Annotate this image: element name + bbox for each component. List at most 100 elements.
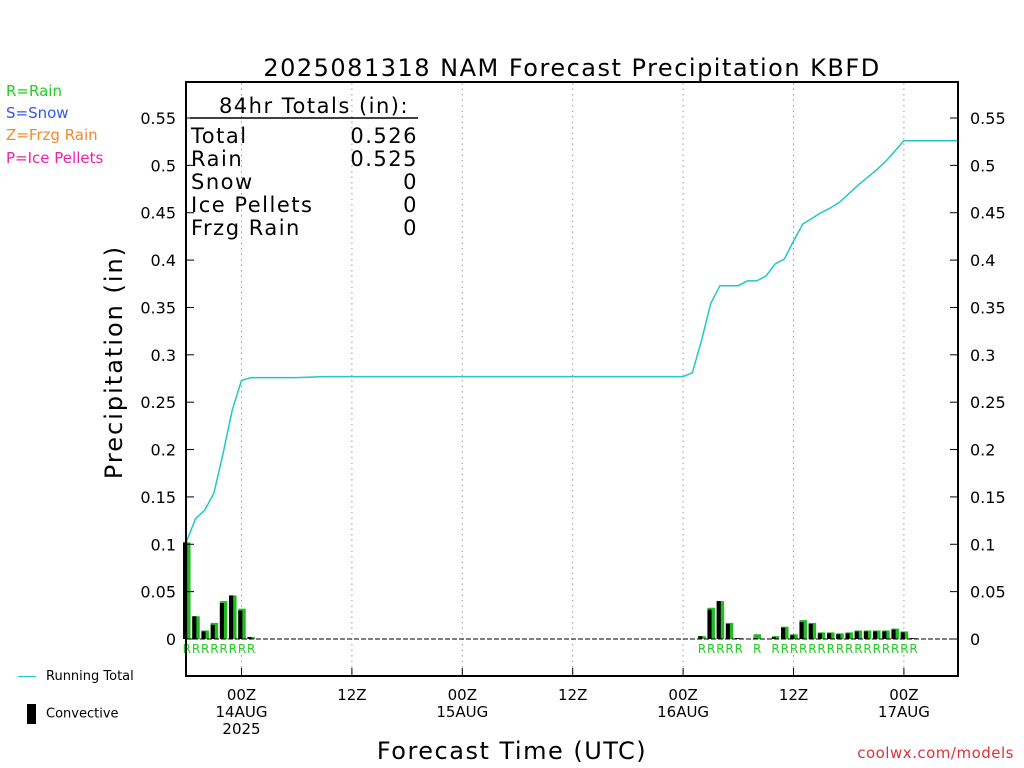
ptype-label: R — [836, 642, 844, 656]
y-tick-label-right: 0.15 — [970, 488, 1006, 507]
running-total-label: Running Total — [46, 669, 134, 684]
ptype-label: R — [238, 642, 246, 656]
convective-bar — [827, 633, 832, 639]
y-tick-label-right: 0.3 — [970, 346, 995, 365]
y-tick-label-left: 0.3 — [151, 346, 176, 365]
ptype-label: R — [219, 642, 227, 656]
ptype-label: R — [229, 642, 237, 656]
y-tick-label-right: 0.2 — [970, 441, 995, 460]
ptype-label: R — [771, 642, 779, 656]
ptype-label: R — [863, 642, 871, 656]
ptype-label: R — [781, 642, 789, 656]
convective-bar — [900, 632, 905, 639]
ptype-label: R — [716, 642, 724, 656]
y-tick-label-left: 0.05 — [140, 583, 176, 602]
ptype-key-rain: R=Rain — [6, 82, 62, 100]
x-tick-label: 2025 — [222, 720, 260, 738]
x-tick-label: 00Z — [448, 686, 477, 704]
y-tick-label-right: 0.4 — [970, 251, 995, 270]
x-tick-label: 00Z — [668, 686, 697, 704]
convective-bar — [238, 610, 243, 639]
totals-value: 0.525 — [350, 147, 418, 171]
ptype-label: R — [698, 642, 706, 656]
y-tick-label-left: 0.45 — [140, 204, 176, 223]
y-tick-label-left: 0.55 — [140, 109, 176, 128]
convective-bar — [771, 637, 776, 639]
convective-bar — [799, 621, 804, 639]
totals-value: 0 — [403, 193, 418, 217]
y-tick-label-right: 0 — [970, 630, 980, 649]
ptype-label: R — [909, 642, 917, 656]
ptype-key-snow: S=Snow — [6, 104, 69, 122]
legend-convective: Convective — [18, 704, 119, 724]
ptype-label: R — [900, 642, 908, 656]
y-tick-label-left: 0.5 — [151, 156, 176, 175]
x-tick-label: 14AUG — [216, 703, 268, 721]
x-tick-label: 00Z — [889, 686, 918, 704]
x-axis-label: Forecast Time (UTC) — [377, 737, 647, 765]
convective-bar — [790, 635, 795, 639]
y-axis-label: Precipitation (in) — [100, 245, 128, 479]
convective-bar — [219, 603, 224, 639]
y-tick-label-left: 0.35 — [140, 298, 176, 317]
ptype-label: R — [201, 642, 209, 656]
convective-bar — [210, 624, 215, 639]
y-tick-label-right: 0.1 — [970, 535, 995, 554]
x-tick-label: 16AUG — [657, 703, 709, 721]
y-tick-label-left: 0.1 — [151, 535, 176, 554]
ptype-label: R — [753, 642, 761, 656]
convective-bar — [725, 623, 730, 639]
y-tick-label-right: 0.5 — [970, 156, 995, 175]
plot-frame — [185, 81, 959, 677]
ptype-label: R — [247, 642, 255, 656]
convective-bar — [707, 609, 712, 639]
convective-bar — [845, 633, 850, 639]
x-tick-label: 15AUG — [436, 703, 488, 721]
y-tick-label-right: 0.55 — [970, 109, 1006, 128]
convective-bar — [781, 627, 786, 639]
ptype-label: R — [817, 642, 825, 656]
totals-label: Ice Pellets — [191, 193, 313, 217]
convective-bar — [735, 638, 740, 639]
convective-bar — [229, 595, 234, 639]
ptype-label: R — [891, 642, 899, 656]
ptype-label: R — [735, 642, 743, 656]
ptype-label: R — [725, 642, 733, 656]
totals-value: 0 — [403, 170, 418, 194]
convective-bar — [873, 631, 878, 639]
ptype-label: R — [192, 642, 200, 656]
y-tick-label-left: 0.2 — [151, 441, 176, 460]
x-tick-label: 12Z — [337, 686, 366, 704]
y-tick-label-left: 0.25 — [140, 393, 176, 412]
convective-bar — [201, 631, 206, 639]
running-total-swatch — [18, 676, 36, 677]
totals-value: 0.526 — [350, 124, 418, 148]
ptype-label: R — [827, 642, 835, 656]
convective-bar — [716, 601, 721, 639]
convective-bar — [891, 629, 896, 639]
y-tick-label-left: 0 — [166, 630, 176, 649]
ptype-key-ice-pellets: P=Ice Pellets — [6, 149, 104, 167]
totals-label: Frzg Rain — [191, 216, 301, 240]
ptype-label: R — [210, 642, 218, 656]
ptype-key-frzg-rain: Z=Frzg Rain — [6, 126, 98, 144]
x-tick-label: 12Z — [779, 686, 808, 704]
convective-bar — [863, 631, 868, 639]
ptype-label: R — [873, 642, 881, 656]
credit-link[interactable]: coolwx.com/models — [857, 744, 1014, 762]
convective-bar — [698, 636, 703, 639]
chart-title: 2025081318 NAM Forecast Precipitation KB… — [263, 54, 880, 82]
convective-bar — [854, 631, 859, 639]
x-tick-label: 00Z — [227, 686, 256, 704]
y-tick-label-right: 0.05 — [970, 583, 1006, 602]
ptype-label: R — [790, 642, 798, 656]
ptype-label: R — [808, 642, 816, 656]
y-tick-label-left: 0.15 — [140, 488, 176, 507]
convective-label: Convective — [46, 706, 119, 722]
totals-label: Rain — [191, 147, 243, 171]
y-tick-label-right: 0.45 — [970, 204, 1006, 223]
convective-bar — [817, 633, 822, 639]
y-tick-label-left: 0.4 — [151, 251, 176, 270]
convective-swatch — [27, 704, 36, 724]
